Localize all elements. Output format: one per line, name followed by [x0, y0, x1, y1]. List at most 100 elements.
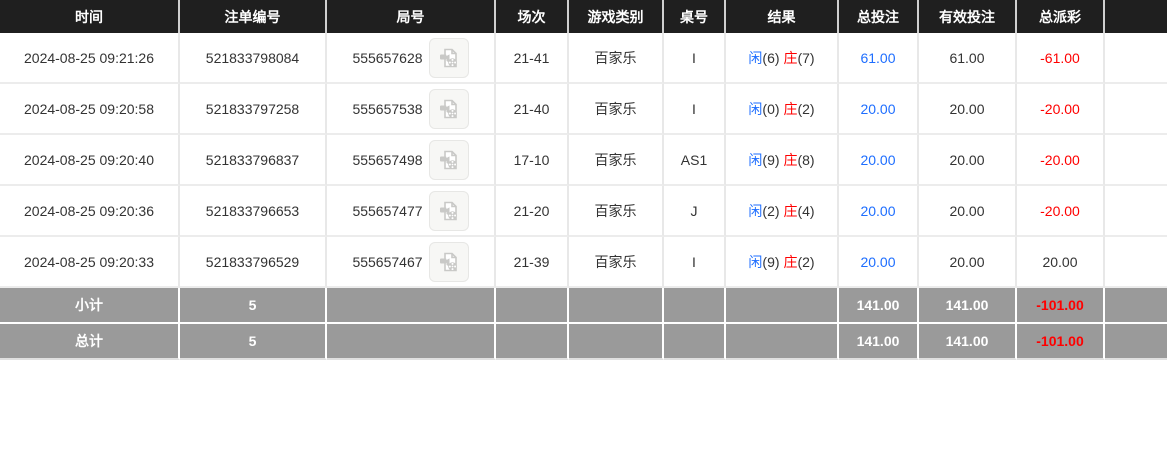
valid-bet-cell: 20.00 [919, 84, 1017, 135]
table-no-cell: I [664, 237, 726, 288]
valid-bet-value: 20.00 [949, 151, 985, 168]
bet-id-cell: 521833796653 [180, 186, 327, 237]
player-result-label: 闲 [748, 253, 763, 270]
session-value: 21-40 [513, 100, 550, 117]
table-footer: 小计 5 141.00 141.00 -101.00 总计 5 141.00 1… [0, 288, 1167, 360]
game-type-value: 百家乐 [594, 151, 637, 168]
col-header-bet-id: 注单编号 [180, 0, 327, 33]
player-result-score: (0) [762, 100, 780, 117]
col-header-time: 时间 [0, 0, 180, 33]
col-header-valid-bet: 有效投注 [919, 0, 1017, 33]
video-replay-icon [437, 199, 461, 223]
time-cell: 2024-08-25 09:21:26 [0, 33, 180, 84]
col-header-empty [1105, 0, 1167, 33]
video-replay-button[interactable] [428, 88, 469, 129]
payout-cell: -20.00 [1017, 135, 1105, 186]
table-row: 2024-08-25 09:20:58 521833797258 5556575… [0, 84, 1167, 135]
video-replay-button[interactable] [428, 241, 469, 282]
bet-id-value: 521833796837 [205, 151, 300, 168]
round-no-cell: 555657628 [327, 33, 496, 84]
bet-id-cell: 521833796837 [180, 135, 327, 186]
total-bet-cell: 20.00 [839, 84, 919, 135]
table-no-value: I [692, 100, 696, 117]
col-header-session: 场次 [496, 0, 569, 33]
bet-records-table: 时间 注单编号 局号 场次 游戏类别 桌号 结果 总投注 有效投注 总派彩 20… [0, 0, 1167, 360]
time-value: 2024-08-25 09:20:33 [24, 253, 154, 270]
bet-id-value: 521833796529 [205, 253, 300, 270]
bet-id-cell: 521833798084 [180, 33, 327, 84]
round-no-value: 555657477 [352, 202, 423, 219]
total-payout: -101.00 [1017, 324, 1105, 360]
time-cell: 2024-08-25 09:20:40 [0, 135, 180, 186]
payout-value: -20.00 [1040, 151, 1080, 168]
video-replay-icon [437, 97, 461, 121]
subtotal-total-bet: 141.00 [839, 288, 919, 324]
subtotal-empty [327, 288, 496, 324]
game-type-value: 百家乐 [594, 49, 637, 66]
total-row: 总计 5 141.00 141.00 -101.00 [0, 324, 1167, 360]
payout-value: -61.00 [1040, 49, 1080, 66]
total-bet-value: 20.00 [860, 151, 896, 168]
valid-bet-cell: 20.00 [919, 237, 1017, 288]
round-no-value: 555657628 [352, 49, 423, 66]
round-no-cell: 555657467 [327, 237, 496, 288]
total-empty [1105, 324, 1167, 360]
banker-result-score: (4) [797, 202, 815, 219]
valid-bet-value: 20.00 [949, 202, 985, 219]
subtotal-empty [496, 288, 569, 324]
total-bet-cell: 61.00 [839, 33, 919, 84]
game-type-cell: 百家乐 [569, 237, 664, 288]
result-cell: 闲(9) 庄(8) [726, 135, 839, 186]
subtotal-count: 5 [180, 288, 327, 324]
player-result-score: (2) [762, 202, 780, 219]
total-empty [726, 324, 839, 360]
table-row: 2024-08-25 09:20:36 521833796653 5556574… [0, 186, 1167, 237]
subtotal-empty [726, 288, 839, 324]
game-type-value: 百家乐 [594, 202, 637, 219]
banker-result-score: (8) [797, 151, 815, 168]
video-replay-button[interactable] [428, 190, 469, 231]
subtotal-label: 小计 [0, 288, 180, 324]
banker-result-score: (7) [797, 49, 815, 66]
round-no-cell: 555657477 [327, 186, 496, 237]
table-body: 2024-08-25 09:21:26 521833798084 5556576… [0, 33, 1167, 288]
total-empty [664, 324, 726, 360]
subtotal-empty [1105, 288, 1167, 324]
game-type-cell: 百家乐 [569, 84, 664, 135]
video-replay-icon [437, 148, 461, 172]
player-result-label: 闲 [748, 100, 763, 117]
total-bet-cell: 20.00 [839, 135, 919, 186]
total-bet-cell: 20.00 [839, 186, 919, 237]
table-no-cell: AS1 [664, 135, 726, 186]
payout-value: -20.00 [1040, 100, 1080, 117]
session-cell: 21-20 [496, 186, 569, 237]
banker-result-label: 庄 [783, 49, 798, 66]
actions-cell [1105, 186, 1167, 237]
bet-id-cell: 521833796529 [180, 237, 327, 288]
result-cell: 闲(9) 庄(2) [726, 237, 839, 288]
game-type-value: 百家乐 [594, 253, 637, 270]
actions-cell [1105, 237, 1167, 288]
col-header-round-no: 局号 [327, 0, 496, 33]
player-result-score: (9) [762, 151, 780, 168]
total-bet-value: 20.00 [860, 100, 896, 117]
banker-result-score: (2) [797, 253, 815, 270]
table-no-cell: J [664, 186, 726, 237]
time-value: 2024-08-25 09:21:26 [24, 49, 154, 66]
valid-bet-value: 61.00 [949, 49, 985, 66]
video-replay-button[interactable] [428, 139, 469, 180]
total-empty [496, 324, 569, 360]
table-no-value: I [692, 253, 696, 270]
payout-cell: -20.00 [1017, 84, 1105, 135]
total-valid-bet: 141.00 [919, 324, 1017, 360]
table-row: 2024-08-25 09:20:40 521833796837 5556574… [0, 135, 1167, 186]
session-value: 21-39 [513, 253, 550, 270]
bet-id-cell: 521833797258 [180, 84, 327, 135]
payout-cell: 20.00 [1017, 237, 1105, 288]
game-type-value: 百家乐 [594, 100, 637, 117]
total-label: 总计 [0, 324, 180, 360]
video-replay-button[interactable] [428, 37, 469, 78]
col-header-table-no: 桌号 [664, 0, 726, 33]
result-cell: 闲(0) 庄(2) [726, 84, 839, 135]
table-row: 2024-08-25 09:21:26 521833798084 5556576… [0, 33, 1167, 84]
